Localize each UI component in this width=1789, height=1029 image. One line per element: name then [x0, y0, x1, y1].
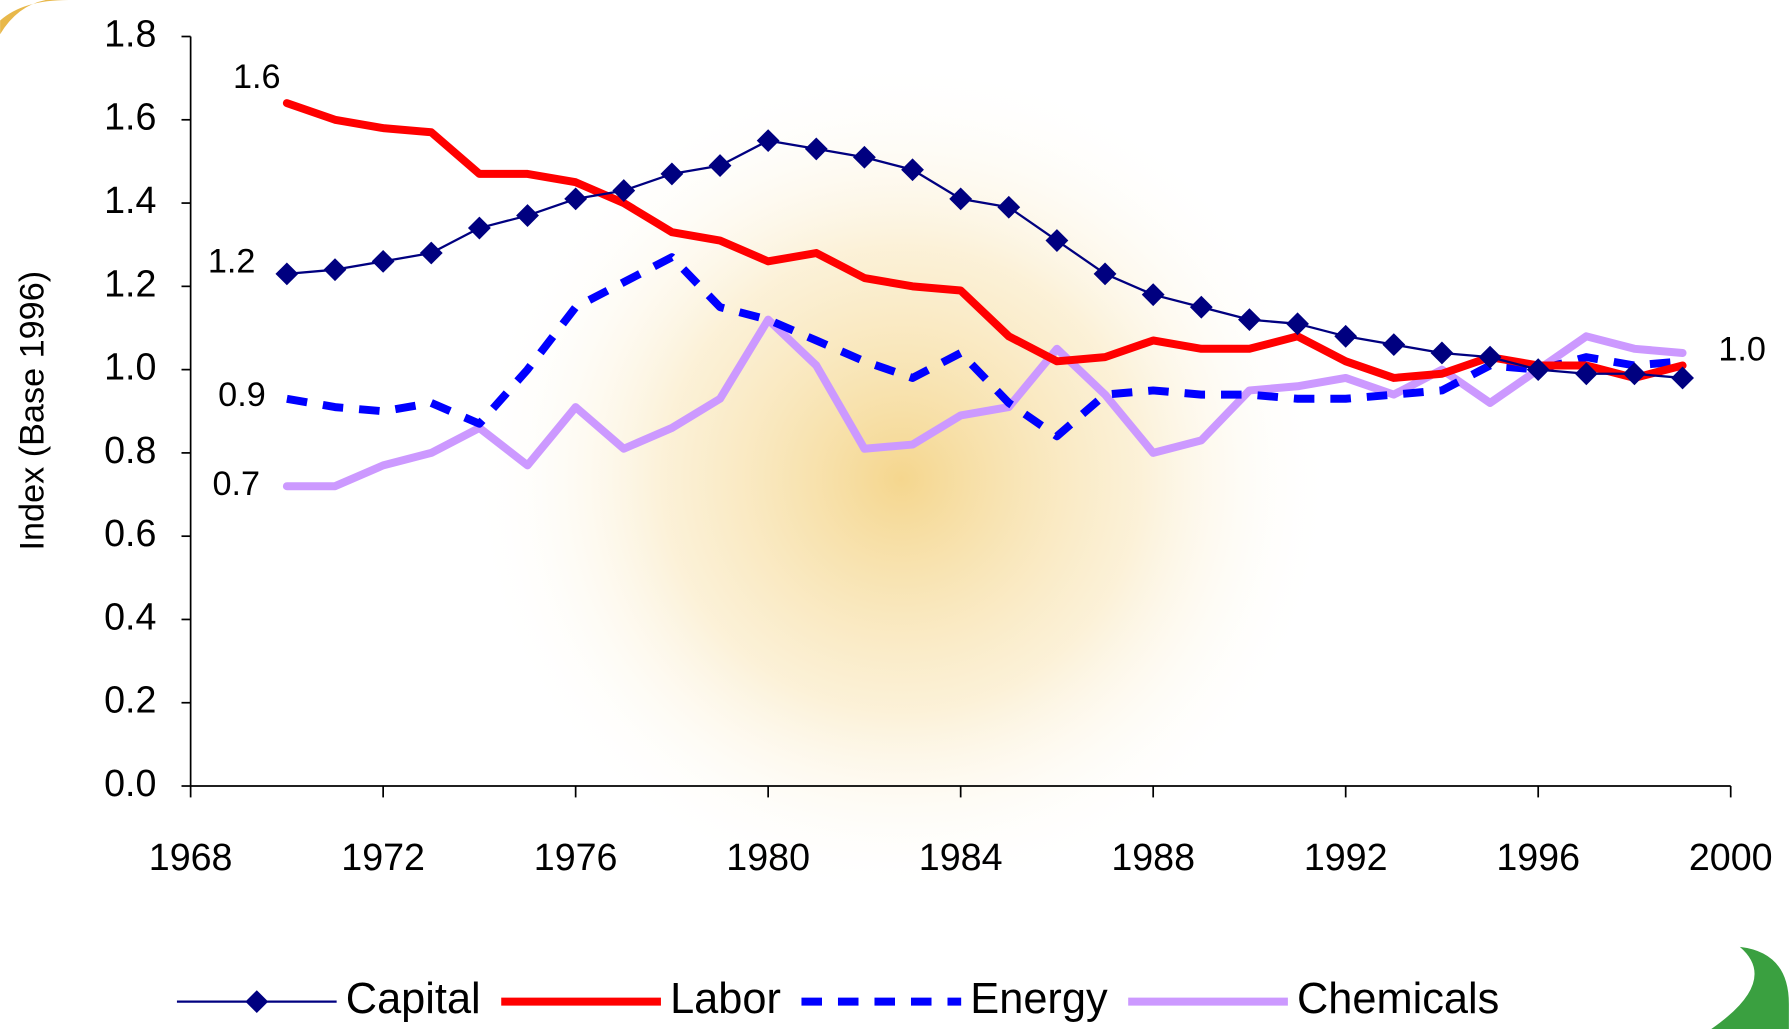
annotation: 1.2 — [208, 243, 256, 281]
y-tick-label: 1.6 — [104, 96, 156, 138]
x-tick-label: 1980 — [726, 836, 810, 878]
x-tick-label: 1992 — [1304, 836, 1388, 878]
y-tick-label: 1.8 — [104, 12, 156, 54]
y-tick-label: 1.4 — [104, 179, 156, 221]
legend-label: Chemicals — [1297, 975, 1499, 1023]
data-point — [324, 258, 347, 281]
x-tick-label: 1988 — [1111, 836, 1195, 878]
x-tick-label: 1976 — [534, 836, 618, 878]
chart: Index (Base 1996) 0.0 0.2 0.4 0.6 0.8 1.0 1.2 1… — [0, 0, 1789, 1029]
y-tick-label: 0.2 — [104, 679, 156, 721]
annotation: 1.0 — [1718, 330, 1766, 368]
legend-label: Capital — [346, 975, 481, 1023]
data-point — [275, 262, 298, 285]
x-tick-label: 1996 — [1496, 836, 1580, 878]
data-point — [516, 204, 539, 227]
data-point — [372, 250, 395, 273]
data-point — [420, 242, 443, 265]
y-tick-label: 0.4 — [104, 595, 156, 637]
y-tick-label: 0.6 — [104, 512, 156, 554]
y-tick-label: 0.8 — [104, 429, 156, 471]
y-tick-label: 1.0 — [104, 346, 156, 388]
annotation: 0.7 — [212, 465, 260, 503]
page: {"chart_data": {"type": "line", "ylabel"… — [0, 0, 1789, 1029]
x-tick-label: 1972 — [341, 836, 425, 878]
background-glow — [468, 57, 1335, 901]
data-point — [1431, 342, 1454, 365]
annotation: 0.9 — [218, 376, 266, 414]
x-tick-label: 2000 — [1689, 836, 1773, 878]
data-point — [468, 217, 491, 240]
legend-marker — [245, 990, 268, 1013]
logo-fragment — [1711, 947, 1789, 1029]
y-axis-title: Index (Base 1996) — [13, 271, 51, 551]
logo-fragment — [0, 0, 68, 34]
x-tick-label: 1984 — [919, 836, 1003, 878]
data-point — [1334, 325, 1357, 348]
data-point — [1382, 333, 1405, 356]
annotation: 1.6 — [233, 58, 281, 96]
y-tick-label: 0.0 — [104, 762, 156, 804]
legend-label: Energy — [970, 975, 1108, 1023]
legend-label: Labor — [670, 975, 781, 1023]
x-tick-label: 1968 — [149, 836, 233, 878]
y-tick-label: 1.2 — [104, 262, 156, 304]
